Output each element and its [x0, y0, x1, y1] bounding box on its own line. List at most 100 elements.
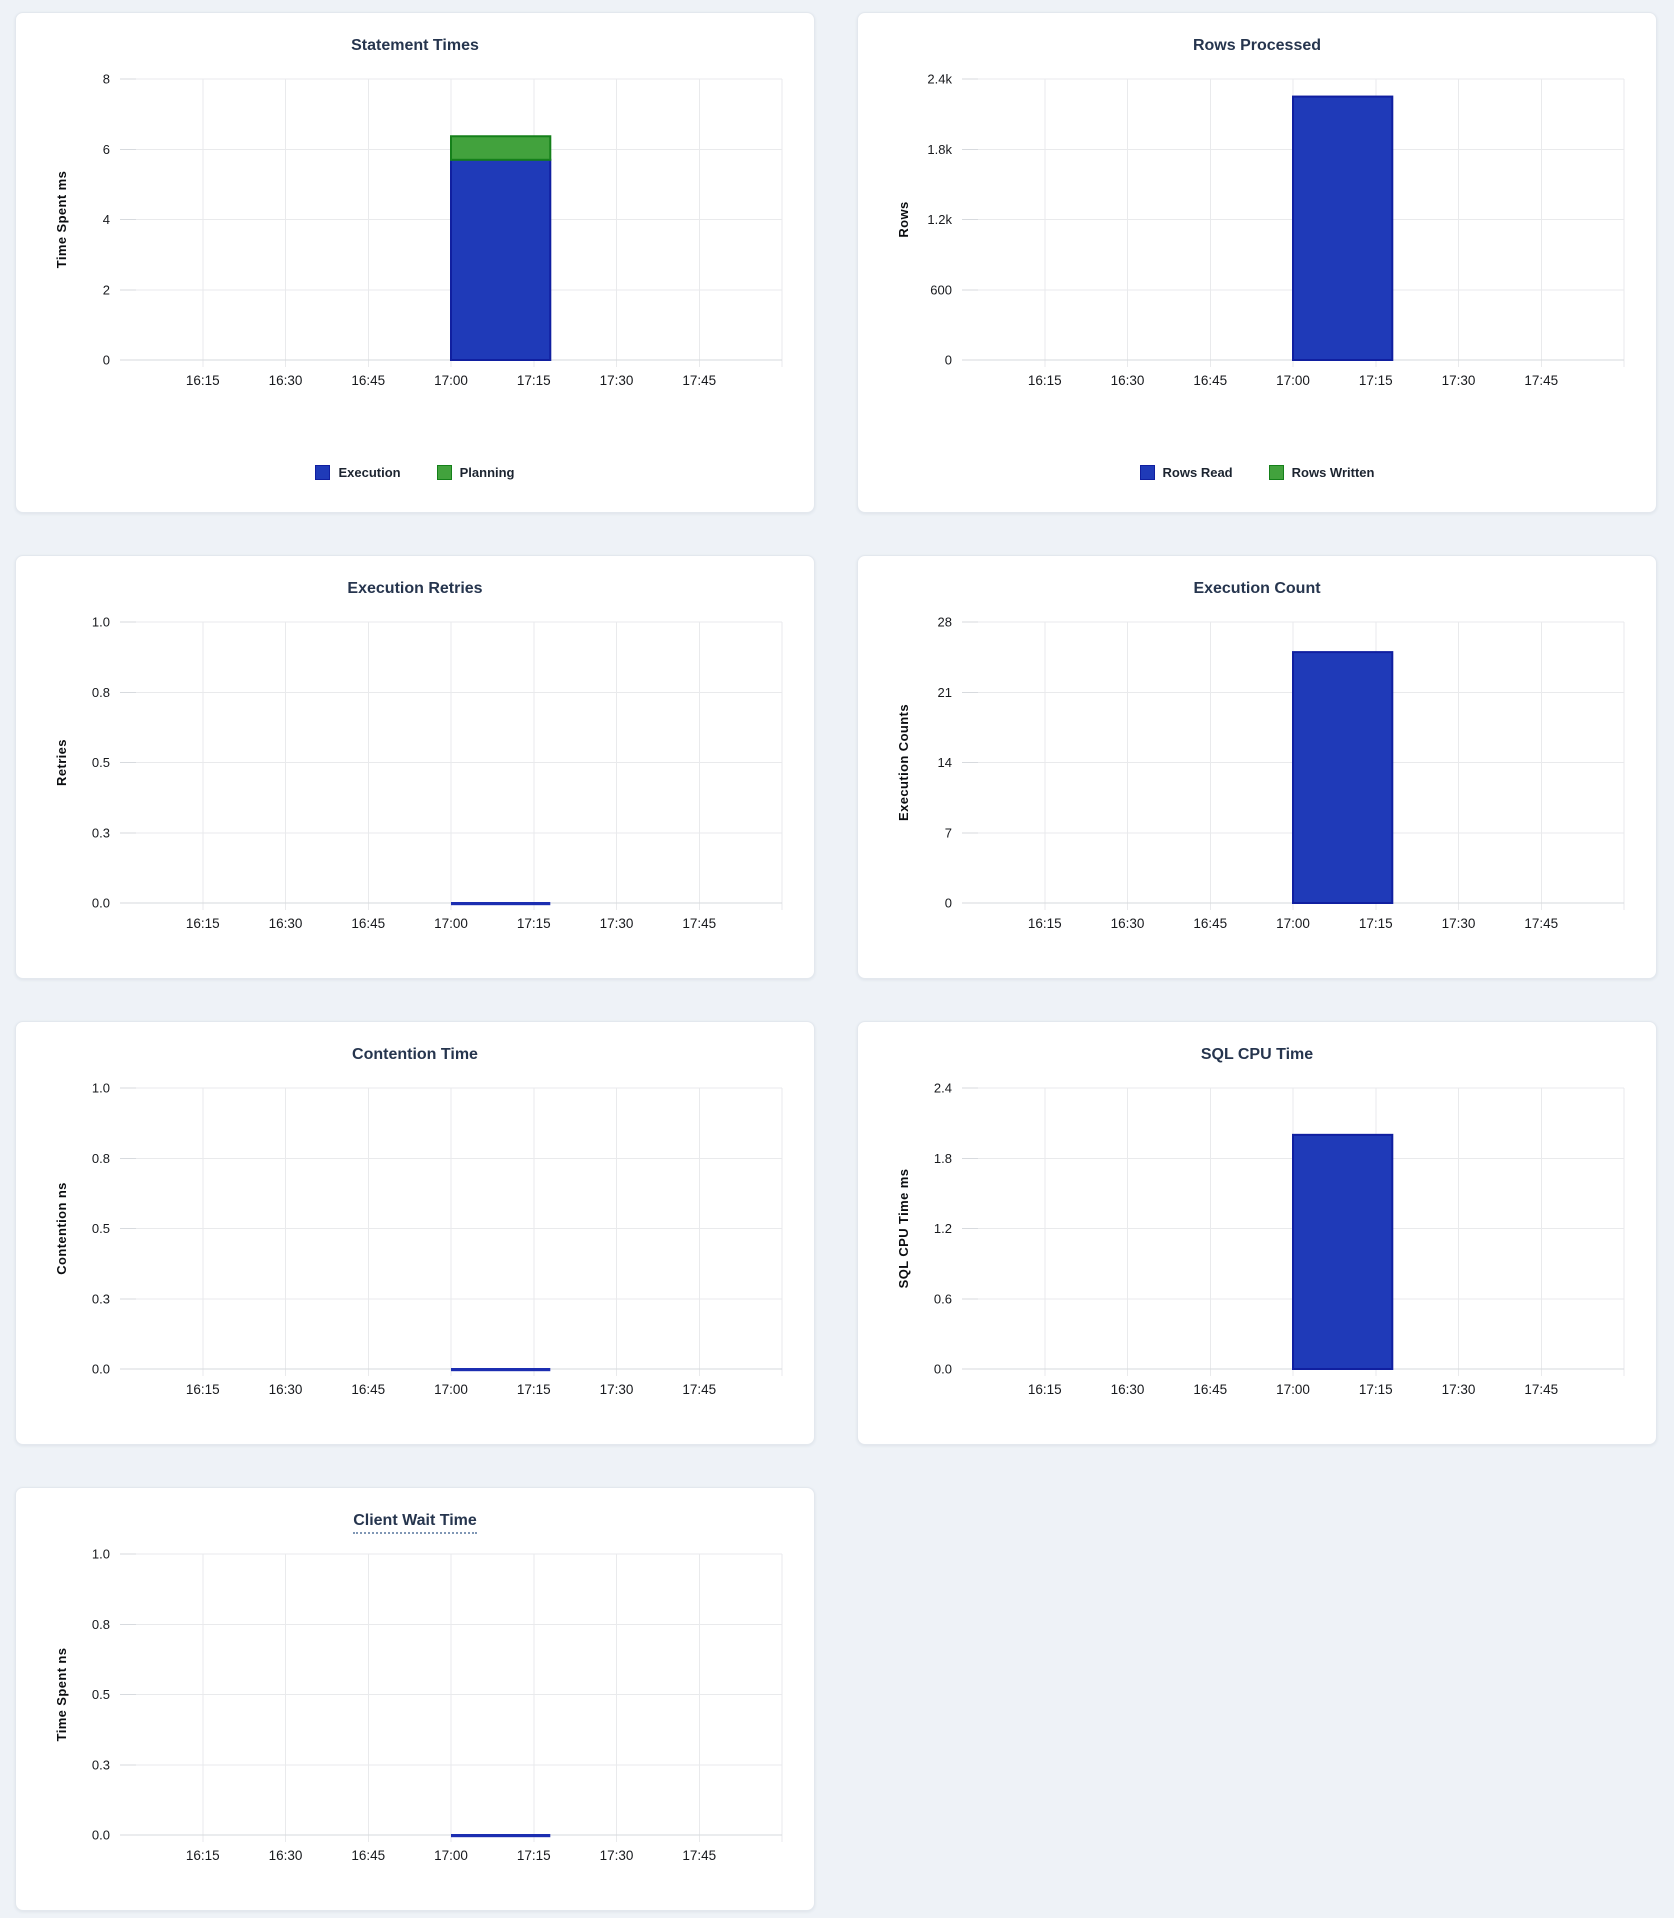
chart-card-sql-cpu-time: SQL CPU Time 16:15 16:30 16:45 17:00 17:15 17:…	[857, 1021, 1657, 1445]
legend-item-rows-written: Rows Written	[1268, 465, 1375, 480]
y-grid: 2.4k 1.8k 1.2k 600 0	[927, 72, 1624, 368]
legend-label: Execution	[338, 465, 401, 480]
chart-title: SQL CPU Time	[1200, 1046, 1314, 1063]
chart-plot: 16:15 16:30 16:45 17:00 17:15 17:30 17:45 28 21 1…	[896, 615, 1625, 931]
y-axis-label: Rows	[896, 201, 911, 237]
x-tick-label: 16:15	[186, 1382, 220, 1397]
x-grid: 16:15 16:30 16:45 17:00 17:15 17:30 17:45	[186, 1088, 783, 1397]
x-tick-label: 17:00	[434, 916, 468, 931]
x-tick-label: 16:15	[186, 1848, 220, 1863]
y-grid: 8 6 4 2 0	[103, 72, 782, 368]
legend-swatch-blue	[1139, 465, 1155, 480]
x-tick-label: 17:00	[1276, 1382, 1310, 1397]
chart-title: Statement Times	[351, 37, 479, 54]
bar-segment-execution	[450, 158, 552, 361]
x-tick-label: 16:45	[351, 373, 385, 388]
chart-plot: 16:15 16:30 16:45 17:00 17:15 17:30 17:45 8 6 4 2 0…	[54, 72, 783, 388]
chart-title-row: Statement Times	[16, 37, 814, 55]
x-tick-label: 17:15	[517, 1382, 551, 1397]
y-tick-label: 0.8	[92, 1617, 110, 1632]
y-tick-label: 0.3	[92, 1757, 110, 1772]
y-tick-label: 0.5	[92, 1687, 110, 1702]
x-tick-label: 16:30	[269, 916, 303, 931]
y-grid: 1.0 0.8 0.5 0.3 0.0	[92, 1547, 782, 1843]
bar-segment-sql-cpu-time	[1292, 1133, 1394, 1371]
x-tick-label: 17:00	[434, 373, 468, 388]
y-tick-label: 0	[945, 353, 952, 368]
chart-title-row: Execution Retries	[16, 580, 814, 598]
x-tick-label: 17:30	[1442, 1382, 1476, 1397]
chart-plot: 16:15 16:30 16:45 17:00 17:15 17:30 17:45 2.4k 1…	[896, 72, 1625, 388]
y-tick-label: 600	[930, 282, 952, 297]
x-tick-label: 16:30	[1111, 1382, 1145, 1397]
chart-card-client-wait-time: Client Wait Time 16:15 16:30 16:45 17:00 17:1…	[15, 1487, 815, 1911]
x-tick-label: 17:30	[1442, 916, 1476, 931]
x-tick-label: 16:30	[269, 373, 303, 388]
x-tick-label: 17:45	[1524, 1382, 1558, 1397]
y-tick-label: 0.0	[92, 1362, 110, 1377]
legend-item-rows-read: Rows Read	[1139, 465, 1233, 480]
y-tick-label: 2.4	[934, 1081, 952, 1096]
y-axis-label: SQL CPU Time ms	[896, 1169, 911, 1289]
y-tick-label: 0.5	[92, 755, 110, 770]
x-tick-label: 17:15	[1359, 373, 1393, 388]
chart-card-execution-count: Execution Count 16:15 16:30 16:45 17:00 17:15…	[857, 555, 1657, 979]
x-grid: 16:15 16:30 16:45 17:00 17:15 17:30 17:45	[186, 622, 783, 931]
y-grid: 2.4 1.8 1.2 0.6 0.0	[934, 1081, 1624, 1377]
y-axis-label: Time Spent ms	[54, 171, 69, 268]
y-tick-label: 0.3	[92, 825, 110, 840]
chart-legend: Execution Planning	[16, 465, 814, 480]
chart-title[interactable]: Client Wait Time	[353, 1512, 477, 1534]
chart-card-statement-times: Statement Times 16:15 16:30 16:45 17:00 17:15…	[15, 12, 815, 513]
y-tick-label: 0.5	[92, 1221, 110, 1236]
x-tick-label: 17:00	[1276, 916, 1310, 931]
legend-label: Rows Written	[1291, 465, 1375, 480]
y-tick-label: 1.0	[92, 1547, 110, 1562]
chart-title-row: Contention Time	[16, 1046, 814, 1064]
x-tick-label: 16:15	[186, 373, 220, 388]
chart-title: Rows Processed	[1192, 37, 1322, 54]
chart-title-row: SQL CPU Time	[858, 1046, 1656, 1064]
x-tick-label: 16:45	[351, 1848, 385, 1863]
x-tick-label: 16:45	[351, 916, 385, 931]
y-tick-label: 1.0	[92, 615, 110, 630]
bars	[1292, 651, 1394, 904]
y-tick-label: 28	[938, 615, 952, 630]
y-tick-label: 2	[103, 282, 110, 297]
chart-title: Contention Time	[352, 1046, 478, 1063]
x-tick-label: 17:00	[434, 1848, 468, 1863]
legend-swatch-green	[1268, 465, 1284, 480]
x-tick-label: 17:30	[1442, 373, 1476, 388]
y-tick-label: 4	[103, 212, 110, 227]
legend-item-execution: Execution	[315, 465, 401, 480]
x-tick-label: 16:45	[351, 1382, 385, 1397]
x-tick-label: 16:30	[1111, 916, 1145, 931]
x-tick-label: 17:45	[682, 373, 716, 388]
y-tick-label: 0.0	[92, 1828, 110, 1843]
bar-segment-execution-count	[1292, 651, 1394, 904]
x-tick-label: 16:15	[1028, 916, 1062, 931]
x-tick-label: 17:00	[434, 1382, 468, 1397]
y-axis-label: Execution Counts	[896, 704, 911, 821]
y-tick-label: 1.8k	[927, 142, 952, 157]
bar-segment-planning	[450, 135, 552, 161]
x-tick-label: 17:30	[600, 916, 634, 931]
y-tick-label: 0.8	[92, 1151, 110, 1166]
x-tick-label: 16:15	[186, 916, 220, 931]
bars	[451, 1834, 551, 1838]
y-tick-label: 6	[103, 142, 110, 157]
y-tick-label: 1.0	[92, 1081, 110, 1096]
chart-title: Execution Retries	[347, 580, 483, 597]
bars	[451, 902, 551, 906]
y-tick-label: 0.8	[92, 685, 110, 700]
y-tick-label: 0	[103, 353, 110, 368]
legend-label: Rows Read	[1162, 465, 1233, 480]
chart-title-row: Rows Processed	[858, 37, 1656, 55]
y-tick-label: 8	[103, 72, 110, 87]
y-tick-label: 1.2	[934, 1221, 952, 1236]
x-tick-label: 17:45	[1524, 373, 1558, 388]
chart-legend: Rows Read Rows Written	[858, 465, 1656, 480]
x-tick-label: 16:45	[1193, 916, 1227, 931]
y-tick-label: 0.0	[92, 896, 110, 911]
